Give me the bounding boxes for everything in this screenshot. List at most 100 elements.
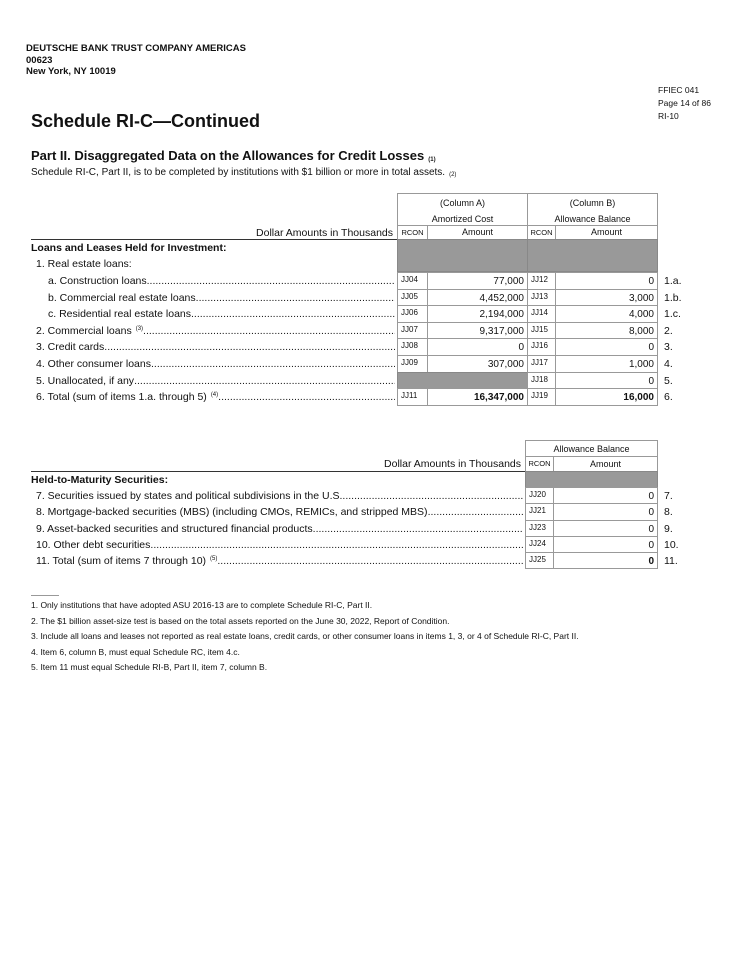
- amount-b[interactable]: 1,000: [555, 355, 658, 373]
- shaded-cell: [397, 239, 528, 272]
- row-label: 10. Other debt securities...............…: [36, 539, 523, 551]
- row-label: 5. Unallocated, if any..................…: [36, 375, 395, 387]
- amount-header-a: Amount: [427, 225, 528, 240]
- amount-b[interactable]: 0: [555, 371, 658, 390]
- divider: [31, 471, 525, 472]
- item-number: 2.: [664, 324, 673, 337]
- rcon-header-a: RCON: [397, 225, 428, 240]
- leader-dots: ........................................…: [104, 341, 395, 354]
- leader-dots: ........................................…: [134, 374, 395, 387]
- rcon-code-b: JJ14: [527, 305, 556, 323]
- bank-info: DEUTSCHE BANK TRUST COMPANY AMERICAS 006…: [26, 43, 246, 78]
- rcon-code: JJ25: [525, 552, 554, 570]
- item-number: 1.c.: [664, 308, 681, 321]
- amount[interactable]: 0: [553, 487, 658, 505]
- amount-b[interactable]: 0: [555, 272, 658, 290]
- amount[interactable]: 0: [553, 519, 658, 537]
- amount[interactable]: 0: [553, 535, 658, 554]
- leader-dots: ........................................…: [218, 391, 395, 404]
- amount-a[interactable]: 0: [427, 338, 528, 356]
- row-label-text: a. Construction loans: [48, 275, 147, 287]
- rcon-code-b: JJ16: [527, 338, 556, 356]
- rcon-code-a: JJ04: [397, 272, 428, 290]
- column-b-title: (Column B): [569, 198, 616, 208]
- footnote: 2. The $1 billion asset-size test is bas…: [31, 615, 450, 626]
- leader-dots: ........................................…: [195, 291, 395, 304]
- amount-a[interactable]: 16,347,000: [427, 388, 528, 406]
- rcon-code-b: JJ12: [527, 272, 556, 290]
- leader-dots: ........................................…: [191, 308, 395, 321]
- subtitle-text: Schedule RI-C, Part II, is to be complet…: [31, 167, 446, 178]
- item-number: 7.: [664, 490, 673, 502]
- row-label-text: 8. Mortgage-backed securities (MBS) (inc…: [36, 506, 428, 519]
- amount-header-b: Amount: [555, 225, 658, 240]
- row-label: 11. Total (sum of items 7 through 10) (5)…: [36, 555, 523, 567]
- rcon-code-b: JJ19: [527, 388, 556, 406]
- leader-dots: ........................................…: [143, 324, 395, 337]
- section-heading: Held-to-Maturity Securities:: [31, 474, 169, 486]
- rcon-code-a: JJ11: [397, 388, 428, 406]
- rcon-code-a: JJ09: [397, 355, 428, 373]
- allowance-balance-header: Allowance Balance: [525, 440, 658, 457]
- row-label-text: 10. Other debt securities: [36, 538, 151, 551]
- rcon-code-b: JJ15: [527, 321, 556, 340]
- amount-a[interactable]: 307,000: [427, 355, 528, 373]
- leader-dots: ........................................…: [146, 275, 395, 287]
- rcon-code-b: JJ18: [527, 371, 556, 390]
- row-label: a. Construction loans...................…: [48, 275, 395, 287]
- amount[interactable]: 0: [553, 503, 658, 521]
- amount-b[interactable]: 8,000: [555, 321, 658, 340]
- footnote-ref: (3): [135, 325, 144, 332]
- form-info: FFIEC 041 Page 14 of 86 RI-10: [658, 84, 711, 123]
- shaded-cell: [397, 371, 528, 390]
- amount-b[interactable]: 16,000: [555, 388, 658, 406]
- item-number: 10.: [664, 538, 679, 551]
- footnote-ref: (2): [449, 172, 457, 178]
- row-label: c. Residential real estate loans........…: [48, 308, 395, 320]
- row-label: 3. Credit cards.........................…: [36, 341, 395, 353]
- row-label: 7. Securities issued by states and polit…: [36, 490, 523, 502]
- footnote-ref: (4): [210, 392, 219, 399]
- subtitle: Schedule RI-C, Part II, is to be complet…: [31, 167, 456, 178]
- bank-city: New York, NY 10019: [26, 66, 116, 77]
- form-id: FFIEC 041: [658, 85, 700, 95]
- amount-b[interactable]: 4,000: [555, 305, 658, 323]
- amount-a[interactable]: 2,194,000: [427, 305, 528, 323]
- row-label: 8. Mortgage-backed securities (MBS) (inc…: [36, 506, 523, 518]
- dollar-amounts-label: Dollar Amounts in Thousands: [256, 227, 393, 239]
- row-label: b. Commercial real estate loans.........…: [48, 292, 395, 304]
- item-number: 9.: [664, 522, 673, 535]
- amount-b[interactable]: 0: [555, 338, 658, 356]
- part-title-text: Part II. Disaggregated Data on the Allow…: [31, 148, 425, 163]
- rcon-code-b: JJ13: [527, 288, 556, 307]
- column-b-header: (Column B) Allowance Balance: [527, 193, 658, 226]
- shaded-cell: [527, 239, 658, 272]
- leader-dots: ........................................…: [312, 522, 523, 535]
- row-label-text: c. Residential real estate loans: [48, 308, 191, 321]
- column-b-subtitle: Allowance Balance: [554, 214, 631, 224]
- rcon-header-b: RCON: [527, 225, 556, 240]
- row-label-text: 7. Securities issued by states and polit…: [36, 490, 340, 502]
- row-label: 9. Asset-backed securities and structure…: [36, 523, 523, 535]
- dollar-amounts-label: Dollar Amounts in Thousands: [384, 458, 521, 470]
- item-number: 5.: [664, 374, 673, 387]
- row-label-text: 11. Total (sum of items 7 through 10): [36, 555, 207, 568]
- amount-a[interactable]: 9,317,000: [427, 321, 528, 340]
- amount-b[interactable]: 3,000: [555, 288, 658, 307]
- amount-a[interactable]: 77,000: [427, 272, 528, 290]
- page-code: RI-10: [658, 111, 679, 121]
- item-number: 8.: [664, 506, 673, 519]
- rcon-code: JJ21: [525, 503, 554, 521]
- footnote-divider: [31, 595, 59, 596]
- footnote-ref: (5): [210, 556, 218, 563]
- row-label-text: b. Commercial real estate loans: [48, 291, 196, 304]
- leader-dots: ........................................…: [427, 506, 523, 519]
- row-label: 2. Commercial loans (3)..................…: [36, 325, 395, 337]
- footnote: 5. Item 11 must equal Schedule RI-B, Par…: [31, 662, 268, 672]
- amount[interactable]: 0: [553, 552, 658, 570]
- amount-header: Amount: [553, 456, 658, 472]
- column-a-header: (Column A) Amortized Cost: [397, 193, 528, 226]
- rcon-code: JJ23: [525, 519, 554, 537]
- group-heading: 1. Real estate loans:: [36, 258, 132, 270]
- amount-a[interactable]: 4,452,000: [427, 288, 528, 307]
